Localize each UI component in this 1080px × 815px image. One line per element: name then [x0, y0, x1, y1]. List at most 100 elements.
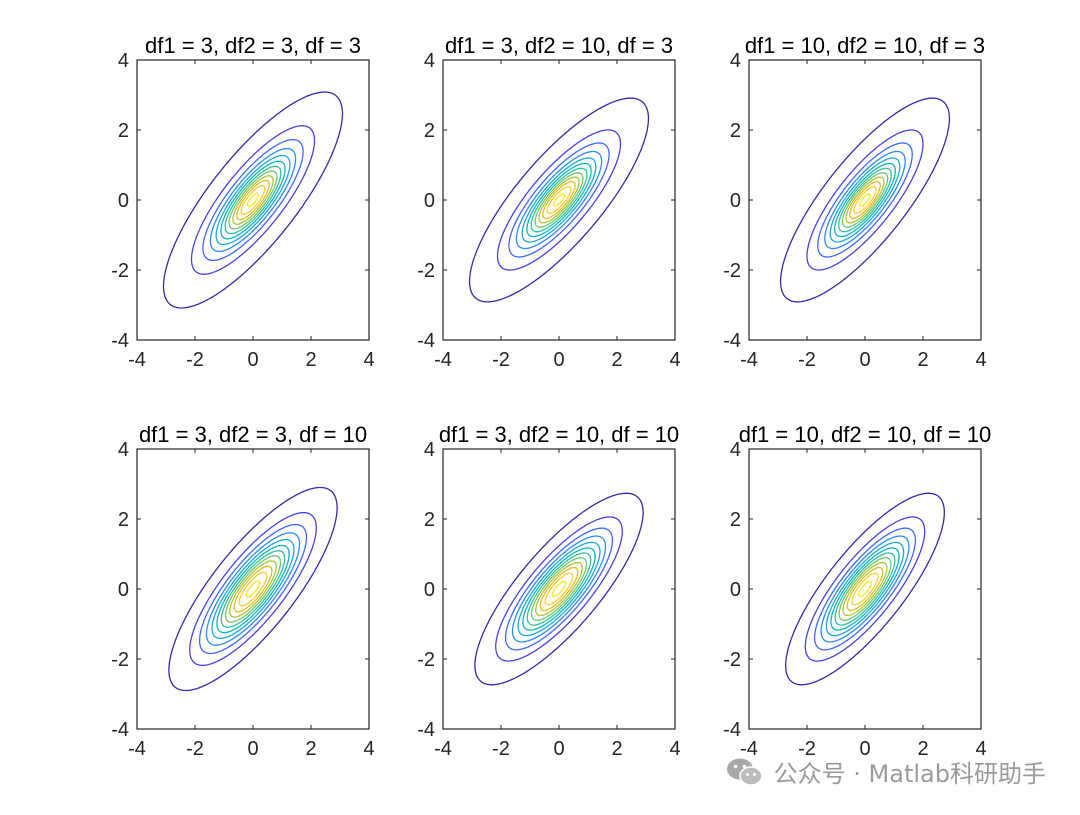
- contour-level-12: [858, 580, 872, 598]
- y-tick-label: -4: [111, 719, 129, 741]
- contour-level-10: [846, 566, 884, 612]
- x-tick-label: 4: [975, 738, 986, 760]
- contour-level-9: [842, 561, 888, 617]
- contour-level-3: [202, 138, 304, 262]
- y-tick-label: -4: [417, 719, 435, 741]
- contour-level-8: [841, 172, 889, 228]
- y-tick-label: 4: [118, 439, 129, 461]
- axes-box: [136, 448, 370, 730]
- x-tick-label: 2: [305, 738, 316, 760]
- contour-level-5: [825, 541, 905, 637]
- x-tick-label: 2: [305, 349, 316, 371]
- contour-level-9: [845, 176, 885, 224]
- y-tick-label: 4: [730, 439, 741, 461]
- subplot-title: df1 = 10, df2 = 10, df = 3: [745, 33, 985, 58]
- x-tick-label: 4: [975, 349, 986, 371]
- contour-level-11: [546, 185, 572, 215]
- contour-lines: [785, 492, 945, 686]
- contour-level-7: [530, 167, 588, 233]
- contour-level-6: [220, 160, 286, 240]
- contour-level-3: [508, 142, 610, 258]
- x-tick-label: 0: [247, 738, 258, 760]
- y-tick-label: -2: [111, 260, 129, 282]
- axes-box: [136, 59, 370, 341]
- x-tick-label: 0: [859, 738, 870, 760]
- x-tick-label: 0: [859, 349, 870, 371]
- contour-lines: [162, 91, 344, 309]
- y-tick-label: 2: [424, 120, 435, 142]
- y-tick-label: -2: [111, 649, 129, 671]
- y-tick-label: -4: [417, 330, 435, 352]
- x-tick-label: -2: [492, 738, 510, 760]
- subplot-title: df1 = 10, df2 = 10, df = 10: [739, 422, 992, 447]
- contour-level-11: [240, 185, 266, 215]
- contour-lines: [168, 486, 338, 692]
- contour-level-12: [551, 580, 567, 598]
- contour-level-4: [209, 147, 297, 253]
- y-tick-label: 4: [424, 50, 435, 72]
- contour-level-6: [526, 162, 592, 238]
- contour-lines: [474, 492, 644, 686]
- contour-level-5: [521, 157, 597, 243]
- x-tick-label: 0: [553, 349, 564, 371]
- y-tick-label: 2: [730, 509, 741, 531]
- y-tick-label: 0: [118, 579, 129, 601]
- y-tick-label: -2: [723, 649, 741, 671]
- contour-level-10: [233, 565, 273, 613]
- contour-level-7: [224, 165, 282, 235]
- y-tick-label: 4: [118, 50, 129, 72]
- y-tick-label: 4: [730, 50, 741, 72]
- contour-level-10: [542, 180, 576, 220]
- contour-level-7: [838, 167, 892, 233]
- x-tick-label: 2: [611, 349, 622, 371]
- x-tick-label: -4: [128, 738, 146, 760]
- contour-level-2: [806, 129, 924, 271]
- subplot-title: df1 = 3, df2 = 10, df = 3: [445, 33, 673, 58]
- contour-level-11: [544, 572, 574, 606]
- contour-level-2: [190, 125, 316, 275]
- y-tick-label: 0: [424, 579, 435, 601]
- x-tick-label: 2: [917, 349, 928, 371]
- contour-level-3: [198, 523, 308, 655]
- contour-level-12: [245, 580, 261, 598]
- subplot-2: -4-4 -2 -2 0 0 2 2 4 4 df1 = 3, df2 = 10, df = 3: [417, 33, 680, 371]
- contour-level-10: [236, 179, 270, 221]
- y-tick-label: 0: [424, 190, 435, 212]
- y-tick-label: 4: [424, 439, 435, 461]
- contour-level-5: [215, 154, 291, 246]
- contour-level-5: [211, 538, 295, 640]
- subplot-title: df1 = 3, df2 = 3, df = 3: [145, 33, 361, 58]
- contour-level-11: [853, 185, 877, 215]
- contour-level-4: [824, 150, 906, 250]
- contour-level-1: [468, 97, 650, 303]
- contour-lines: [468, 97, 650, 303]
- contour-level-5: [829, 157, 901, 243]
- contour-level-1: [779, 97, 951, 303]
- x-tick-label: -4: [740, 349, 758, 371]
- contour-level-2: [495, 516, 623, 662]
- contour-level-4: [820, 535, 910, 643]
- y-tick-label: 0: [730, 190, 741, 212]
- y-tick-label: 0: [118, 190, 129, 212]
- x-tick-label: -2: [186, 738, 204, 760]
- axes-box: [748, 448, 982, 730]
- contour-level-8: [228, 170, 278, 230]
- y-tick-label: 2: [730, 120, 741, 142]
- axes-box: [442, 448, 676, 730]
- contour-level-1: [785, 492, 945, 686]
- contour-level-6: [216, 544, 290, 634]
- contour-level-7: [526, 552, 592, 626]
- contour-level-12: [858, 192, 872, 208]
- contour-level-6: [830, 547, 900, 631]
- subplot-4: -4-4 -2 -2 0 0 2 2 4 4 df1 = 3, df2 = 3, df = 10: [111, 422, 374, 760]
- wechat-icon: [726, 758, 763, 786]
- contour-lines: [779, 97, 951, 303]
- contour-level-3: [817, 142, 913, 258]
- x-tick-label: -2: [492, 349, 510, 371]
- contour-level-11: [851, 572, 879, 606]
- contour-level-9: [535, 561, 583, 617]
